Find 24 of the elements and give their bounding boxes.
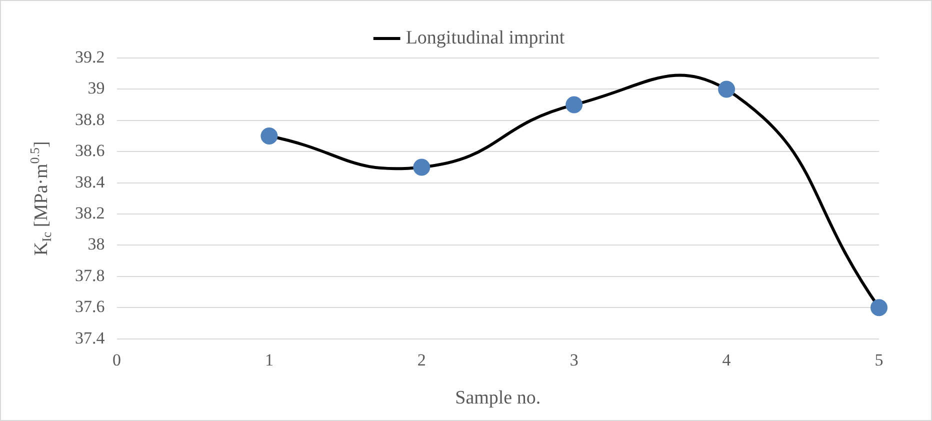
y-tick-label: 39 [88, 78, 105, 98]
y-tick-label: 38 [88, 234, 105, 254]
x-tick-label: 5 [874, 350, 884, 370]
x-tick-label: 2 [417, 350, 426, 370]
point [260, 128, 278, 144]
y-tick-label: 38.2 [75, 203, 105, 222]
y-tick-label: 38.6 [75, 141, 105, 160]
y-tick-label: 38.4 [75, 172, 106, 192]
legend-label: Longitudinal imprint [406, 27, 566, 48]
point [566, 96, 583, 114]
y-tick-label: 37.8 [75, 266, 105, 285]
point [718, 80, 736, 98]
x-tick-label: 0 [112, 350, 121, 370]
x-tick-label: 4 [722, 350, 732, 370]
x-tick-label: 1 [264, 350, 274, 370]
y-tick-label: 38.8 [75, 110, 105, 129]
point [870, 299, 888, 316]
y-axis-title: KIc [MPa·m0.5] [27, 141, 54, 256]
point [413, 158, 430, 176]
x-axis-title: Sample no. [455, 388, 541, 409]
y-tick-label: 39.2 [75, 47, 105, 66]
x-tick-label: 3 [570, 350, 578, 370]
y-tick-label: 37.4 [75, 328, 106, 348]
y-tick-label: 37.6 [75, 297, 105, 316]
